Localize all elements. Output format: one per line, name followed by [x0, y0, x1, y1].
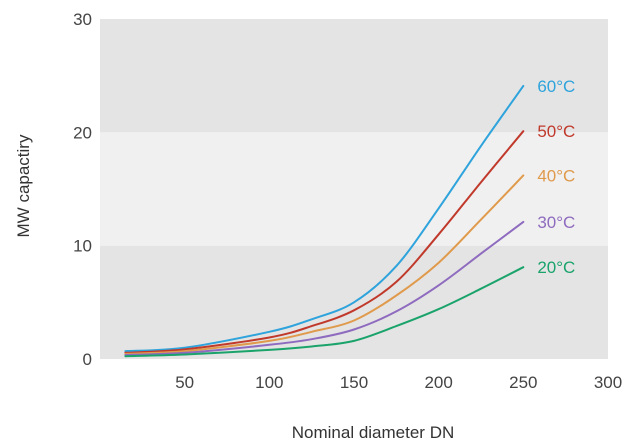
x-tick-50: 50 — [175, 373, 194, 392]
x-tick-300: 300 — [594, 373, 622, 392]
y-tick-10: 10 — [73, 237, 92, 256]
y-tick-labels: 0 10 20 30 — [73, 10, 92, 369]
x-axis-label: Nominal diameter DN — [292, 423, 455, 442]
y-tick-0: 0 — [83, 350, 92, 369]
series-label-4: 20°C — [537, 258, 575, 277]
x-tick-100: 100 — [255, 373, 283, 392]
series-label-2: 40°C — [537, 166, 575, 185]
band-2 — [100, 19, 608, 133]
series-line-0 — [124, 84, 525, 353]
series-line-3 — [124, 220, 525, 356]
y-tick-20: 20 — [73, 123, 92, 142]
series-labels: 60°C 50°C 40°C 30°C 20°C — [537, 77, 575, 277]
y-tick-30: 30 — [73, 10, 92, 29]
series-label-0: 60°C — [537, 77, 575, 96]
series-label-3: 30°C — [537, 213, 575, 232]
background-bands — [100, 19, 608, 359]
x-tick-200: 200 — [424, 373, 452, 392]
series-line-1 — [124, 130, 525, 354]
y-axis-label: MW capactiry — [14, 134, 33, 237]
series-line-2 — [124, 174, 525, 355]
series-line-4 — [124, 266, 525, 358]
series-lines — [124, 84, 525, 358]
series-label-1: 50°C — [537, 122, 575, 141]
x-tick-150: 150 — [340, 373, 368, 392]
x-tick-250: 250 — [509, 373, 537, 392]
x-tick-labels: 50 100 150 200 250 300 — [175, 373, 622, 392]
band-1 — [100, 132, 608, 246]
